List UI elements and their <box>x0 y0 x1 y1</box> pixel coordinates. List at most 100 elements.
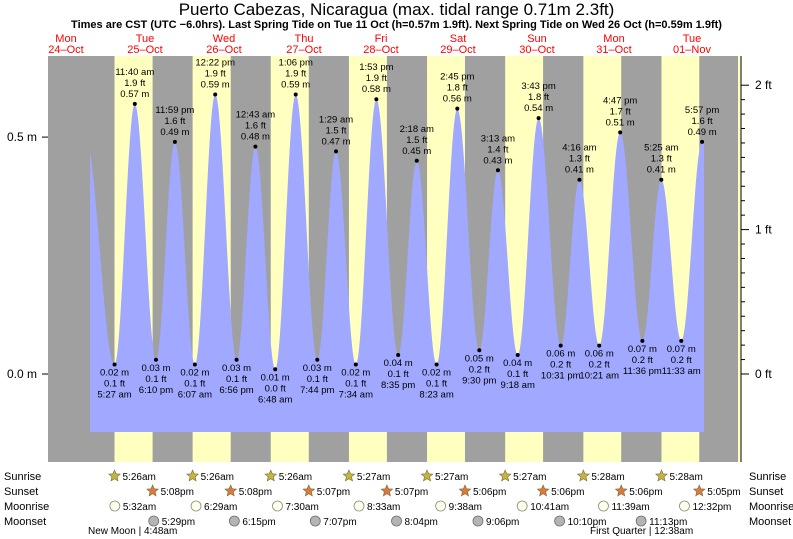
tide-point <box>679 338 684 343</box>
tide-point <box>273 367 278 372</box>
tide-point <box>213 92 218 97</box>
tide-point <box>315 357 320 362</box>
tide-low-ft: 0.2 ft <box>671 355 692 366</box>
moonrise-time: 11:39am <box>611 502 649 513</box>
tide-low-ft: 0.1 ft <box>184 379 205 390</box>
tide-low-ft: 0.1 ft <box>226 374 247 385</box>
moonrise-time: 8:33am <box>367 502 400 513</box>
tide-point <box>374 97 379 102</box>
moonrise-icon <box>109 500 121 512</box>
left-axis-label: 0.0 m <box>7 367 37 381</box>
sunrise-time: 5:27am <box>435 472 468 483</box>
sunset-time: 5:05pm <box>707 487 740 498</box>
tide-point <box>293 92 298 97</box>
moonrise-time: 5:32am <box>123 502 156 513</box>
tide-high-ft: 1.7 ft <box>610 106 631 117</box>
tide-low-ft: 0.2 ft <box>469 364 490 375</box>
tide-low-ft: 0.1 ft <box>388 369 409 380</box>
tide-high-ft: 1.9 ft <box>366 73 387 84</box>
sunrise-icon <box>576 469 590 482</box>
day-date: 26–Oct <box>206 44 241 56</box>
sunrise-icon <box>342 469 356 482</box>
tide-low-m: 0.05 m <box>465 353 494 364</box>
tide-high-ft: 1.3 ft <box>651 154 672 165</box>
tide-low-m: 0.07 m <box>628 344 657 355</box>
moonrise-icon <box>598 500 609 512</box>
tide-low-m: 0.02 m <box>422 368 451 379</box>
moon-phase-new: New Moon | 4:48am <box>88 526 177 537</box>
moonset-time: 6:15pm <box>242 517 275 528</box>
day-name: Fri <box>375 33 388 45</box>
tide-high-m: 0.41 m <box>647 165 676 176</box>
right-axis-label: 0 ft <box>755 367 772 381</box>
moonrise-icon <box>190 500 202 512</box>
tide-high-time: 11:40 am <box>115 67 154 78</box>
tide-point <box>253 144 258 149</box>
sunrise-icon <box>264 469 278 482</box>
moonset-time: 9:06pm <box>486 517 519 528</box>
legend-row-right-sunrise: Sunrise <box>749 471 786 483</box>
tide-high-m: 0.47 m <box>321 136 350 147</box>
moonset-icon <box>228 515 240 527</box>
tide-point <box>396 353 401 358</box>
day-name: Mon <box>55 33 76 45</box>
tide-point <box>477 348 482 353</box>
day-date: 30–Oct <box>519 44 554 56</box>
tide-low-time: 7:34 am <box>339 390 373 401</box>
tide-point <box>192 362 197 367</box>
tide-point <box>172 139 177 144</box>
tide-high-ft: 1.5 ft <box>325 125 346 136</box>
legend-row-left-sunset: Sunset <box>4 486 38 498</box>
sunset-icon <box>224 484 238 497</box>
tide-low-time: 10:31 pm <box>541 371 581 382</box>
tide-high-time: 12:43 am <box>236 110 276 121</box>
tide-low-ft: 0.2 ft <box>550 360 571 371</box>
sunset-time: 5:08pm <box>239 487 272 498</box>
sunset-icon <box>380 484 394 497</box>
tide-low-ft: 0.1 ft <box>426 379 447 390</box>
right-axis-band <box>738 56 741 462</box>
tide-low-m: 0.07 m <box>667 344 696 355</box>
tide-low-time: 6:07 am <box>178 390 212 401</box>
tide-high-m: 0.56 m <box>443 94 472 105</box>
tide-low-time: 6:48 am <box>258 394 292 405</box>
moonset-time: 5:29pm <box>162 517 195 528</box>
legend-row-right-sunset: Sunset <box>749 486 783 498</box>
tide-high-time: 2:18 am <box>400 124 434 135</box>
tide-low-ft: 0.1 ft <box>307 374 328 385</box>
tide-high-m: 0.49 m <box>688 127 717 138</box>
chart-title: Puerto Cabezas, Nicaragua (max. tidal ra… <box>178 0 615 19</box>
tide-high-time: 1:29 am <box>319 114 353 125</box>
sunrise-time: 5:26am <box>122 472 155 483</box>
sunset-time: 5:08pm <box>161 487 194 498</box>
tide-high-time: 1:53 pm <box>359 62 393 73</box>
sunrise-icon <box>498 469 512 482</box>
tide-high-time: 2:45 pm <box>440 72 474 83</box>
tide-high-ft: 1.9 ft <box>205 68 226 79</box>
tide-point <box>515 353 520 358</box>
tide-low-time: 8:23 am <box>419 390 453 401</box>
tide-low-m: 0.06 m <box>585 349 614 360</box>
tide-high-m: 0.45 m <box>402 146 431 157</box>
moonrise-icon <box>353 500 365 512</box>
tide-high-time: 1:06 pm <box>279 57 313 68</box>
tide-point <box>618 130 623 135</box>
day-date: 31–Oct <box>596 44 631 56</box>
legend-row-right-moonset: Moonset <box>749 516 791 528</box>
moonrise-time: 12:32pm <box>692 502 731 513</box>
tide-point <box>132 101 137 106</box>
day-name: Wed <box>213 33 235 45</box>
tide-high-ft: 1.9 ft <box>285 68 306 79</box>
sunset-time: 5:06pm <box>473 487 506 498</box>
tide-point <box>700 139 705 144</box>
tide-high-time: 4:16 am <box>562 143 596 154</box>
moonrise-icon <box>435 500 447 512</box>
tide-low-ft: 0.1 ft <box>345 379 366 390</box>
tide-point <box>434 362 439 367</box>
day-date: 27–Oct <box>286 44 321 56</box>
tide-low-m: 0.02 m <box>100 368 129 379</box>
tide-high-m: 0.54 m <box>524 103 553 114</box>
sunrise-time: 5:28am <box>669 472 702 483</box>
tide-high-m: 0.43 m <box>483 155 512 166</box>
sunset-time: 5:06pm <box>629 487 662 498</box>
